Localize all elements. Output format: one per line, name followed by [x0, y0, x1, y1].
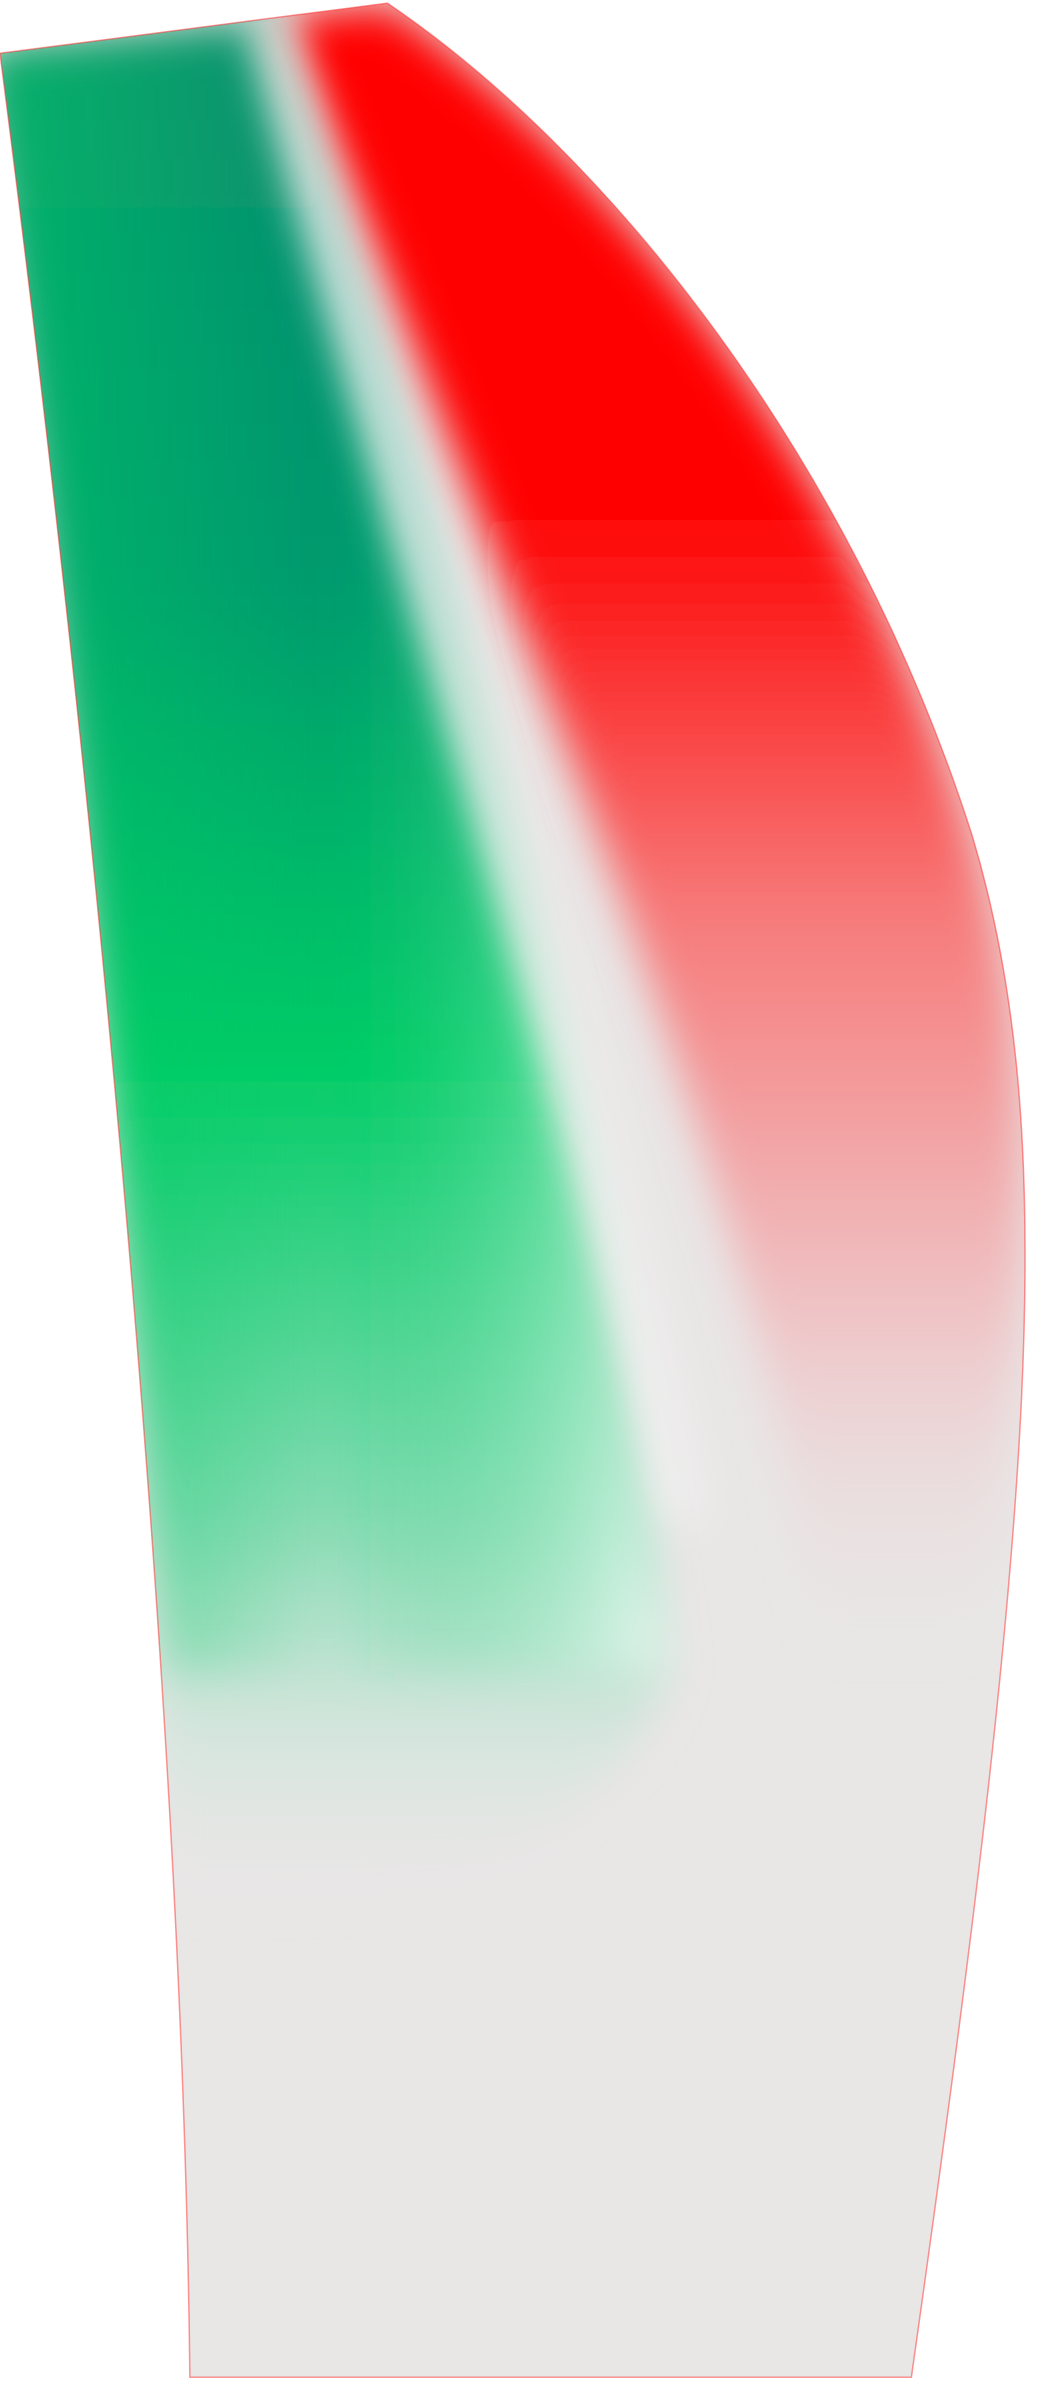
- neutral-band: [249, 8, 700, 1523]
- green-shading: [0, 18, 669, 1671]
- red-region: [281, 3, 1024, 1656]
